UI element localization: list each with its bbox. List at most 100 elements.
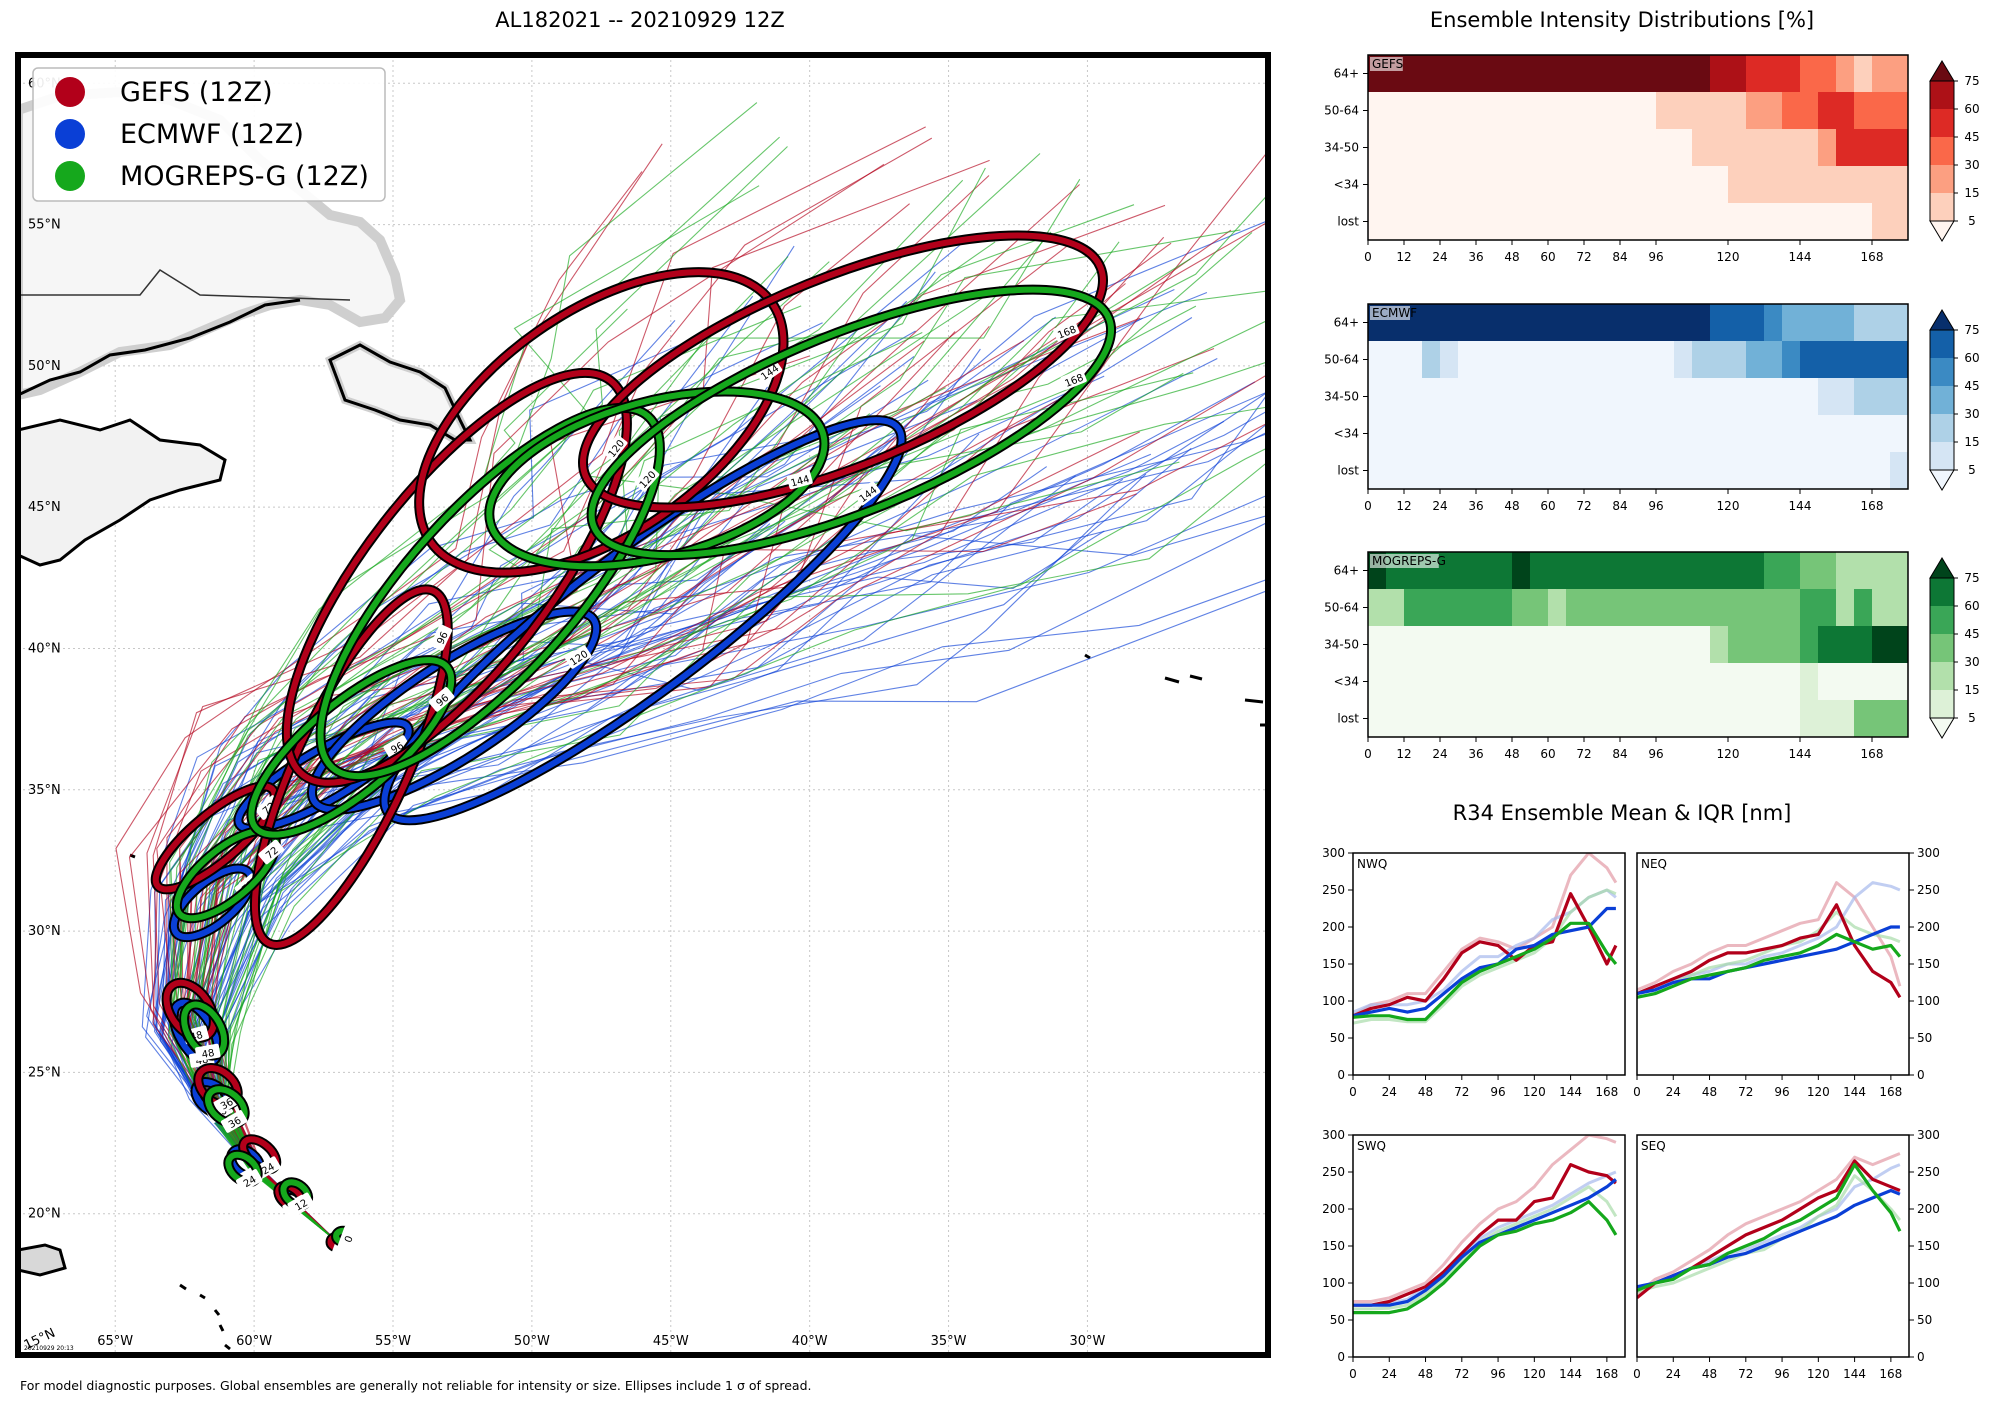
mean-line (1637, 932, 1902, 999)
heatmap-cell (1368, 589, 1387, 627)
heatmap-cell (1404, 378, 1423, 416)
heatmap-cell (1494, 700, 1513, 738)
colorbar-tick-label: 60 (1964, 102, 1979, 116)
heatmap-model-label: ECMWF (1372, 306, 1417, 320)
heatmap-cell (1710, 452, 1729, 490)
panel-xtick-label: 168 (1879, 1085, 1902, 1099)
heatmap-cell (1782, 663, 1801, 701)
heatmap-cell (1512, 452, 1531, 490)
heatmap-xtick-label: 60 (1540, 747, 1555, 761)
ellipse-label-bg (220, 1110, 248, 1133)
heatmap-cell (1890, 552, 1909, 590)
legend-label-ecmwf: ECMWF (12Z) (120, 119, 304, 150)
heatmap-cell (1440, 415, 1459, 453)
panel-background (1637, 1135, 1909, 1357)
colorbar-arrow-top (1929, 309, 1955, 331)
heatmap-cell (1746, 304, 1765, 342)
heatmap-cell (1440, 92, 1459, 130)
ellipse-label-group: 144 (786, 470, 813, 490)
heatmap-cell (1692, 341, 1711, 379)
heatmap-model-label: MOGREPS-G (1372, 554, 1446, 568)
heatmap-cell (1440, 552, 1459, 590)
heatmap-cell (1386, 129, 1405, 167)
legend-label-mogreps: MOGREPS-G (12Z) (120, 161, 369, 192)
heatmap-cell (1800, 92, 1819, 130)
heatmap-cell (1494, 304, 1513, 342)
heatmap-cell (1584, 341, 1603, 379)
ellipse-ecmwf: 96 (233, 717, 414, 834)
heatmap-xtick-label: 120 (1717, 499, 1740, 513)
ellipse-mogreps: 12 (278, 1177, 314, 1216)
heatmap-cell (1368, 203, 1387, 241)
heatmap-cell (1854, 129, 1873, 167)
heatmap-cell (1746, 166, 1765, 204)
ellipse-label-group: 48 (195, 1043, 221, 1062)
heatmap-cell (1548, 304, 1567, 342)
heatmap-ytick-label: lost (1337, 712, 1359, 726)
heatmap-cell (1872, 415, 1891, 453)
heatmap-cell (1692, 92, 1711, 130)
ellipse-gefs: 168 (578, 230, 1108, 513)
iqr-line (1353, 888, 1617, 1025)
heatmap-cell (1458, 626, 1477, 664)
panel-ytick-label: 250 (1917, 883, 1940, 897)
heatmap-cell (1458, 55, 1477, 93)
heatmap-cell (1602, 92, 1621, 130)
heatmap-cell (1620, 166, 1639, 204)
heatmap-cell (1602, 452, 1621, 490)
heatmap-cell (1638, 166, 1657, 204)
heatmap-cell (1476, 55, 1495, 93)
heatmap-cell (1674, 415, 1693, 453)
heatmap-cell (1746, 55, 1765, 93)
heatmap-cell (1530, 341, 1549, 379)
heatmap-cell (1872, 552, 1891, 590)
lat-tick-label: 30°N (28, 924, 61, 939)
heatmap-cell (1692, 663, 1711, 701)
heatmap-xtick-label: 120 (1717, 250, 1740, 264)
heatmap-cell (1602, 415, 1621, 453)
panel-xtick-label: 0 (1349, 1085, 1357, 1099)
heatmap-cell (1692, 415, 1711, 453)
heatmap-cell (1872, 304, 1891, 342)
heatmap-cell (1386, 415, 1405, 453)
heatmap-cell (1764, 304, 1783, 342)
heatmap-cell (1890, 626, 1909, 664)
colorbar-tick-label: 15 (1964, 186, 1979, 200)
heatmap-cell (1566, 166, 1585, 204)
heatmap-cell (1746, 415, 1765, 453)
heatmap-cell (1890, 55, 1909, 93)
heatmap-cell (1494, 378, 1513, 416)
heatmap-cell (1512, 55, 1531, 93)
heatmap-cell (1440, 341, 1459, 379)
heatmap-cell (1728, 304, 1747, 342)
lon-tick-label: 55°W (375, 1334, 411, 1349)
heatmap-cell (1440, 129, 1459, 167)
panel-xtick-label: 48 (1702, 1085, 1717, 1099)
heatmap-gefs: GEFS 64+ 50-64 34-50 <34 lost 0 12 24 36 48 60 72 84 9… (1324, 54, 1980, 264)
heatmap-cell (1476, 341, 1495, 379)
heatmap-cell (1584, 415, 1603, 453)
heatmap-cell (1638, 626, 1657, 664)
ellipse-gefs-ring (251, 586, 451, 948)
heatmap-cell (1566, 589, 1585, 627)
heatmap-cell (1674, 452, 1693, 490)
heatmap-xtick-label: 48 (1504, 747, 1519, 761)
colorbar-tick-label: 75 (1964, 323, 1979, 337)
panel-ytick-label: 300 (1322, 1128, 1345, 1142)
heatmap-cell (1602, 626, 1621, 664)
heatmap-cell (1854, 341, 1873, 379)
heatmap-cell (1656, 55, 1675, 93)
heatmap-cell (1836, 626, 1855, 664)
heatmap-cell (1620, 415, 1639, 453)
heatmap-cell (1746, 552, 1765, 590)
map-frame (15, 52, 1271, 1358)
heatmap-cell (1422, 129, 1441, 167)
heatmap-cell (1440, 452, 1459, 490)
lon-tick-label: 40°W (792, 1334, 828, 1349)
ellipse-ecmwf: 120 (306, 606, 602, 815)
heatmap-cell (1872, 55, 1891, 93)
ellipse-label-group: 96 (430, 624, 453, 651)
heatmap-cell (1782, 304, 1801, 342)
heatmap-cell (1854, 700, 1873, 738)
heatmap-cell (1836, 378, 1855, 416)
